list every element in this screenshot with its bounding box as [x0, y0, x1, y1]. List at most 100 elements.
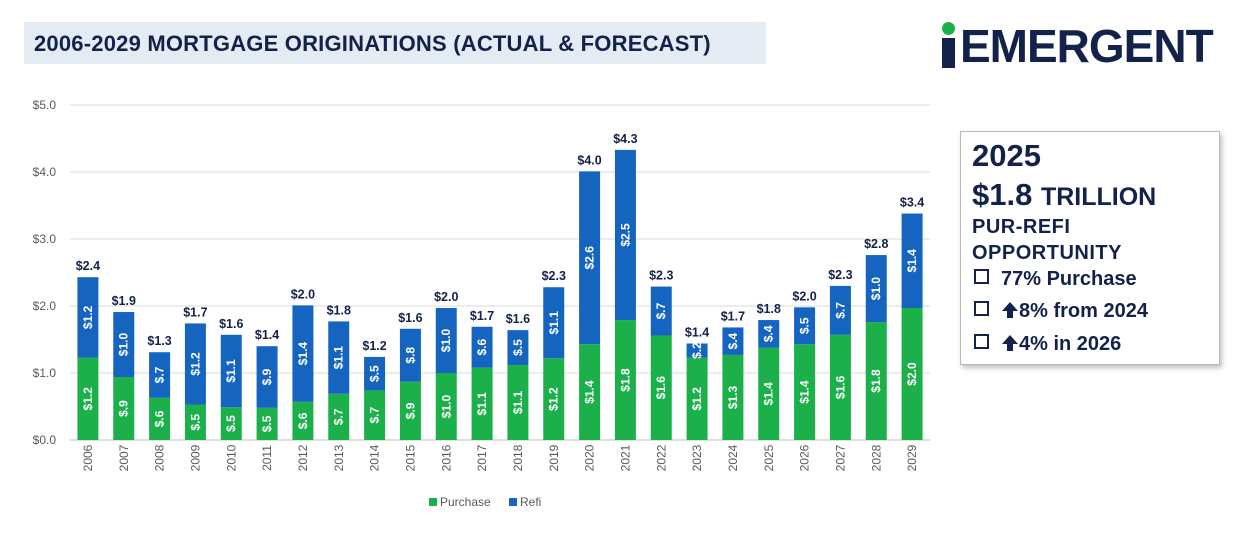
bar-refi [865, 255, 887, 323]
data-label-refi: $.4 [762, 325, 776, 342]
bar-refi [507, 330, 529, 365]
data-label-total: $2.3 [649, 269, 673, 283]
x-tick-label: 2016 [439, 444, 453, 471]
info-bullet-text: 4% in 2026 [1019, 333, 1122, 355]
bar-refi [794, 307, 816, 345]
x-tick-label: 2025 [762, 444, 776, 471]
data-label-purchase: $.9 [403, 402, 417, 419]
emergent-logo: EMERGENT [940, 20, 1230, 72]
bar-refi [471, 326, 493, 368]
data-label-purchase: $1.4 [583, 380, 597, 404]
bar-refi [722, 327, 744, 355]
data-label-purchase: $.5 [260, 415, 274, 432]
x-tick-label: 2010 [224, 444, 238, 471]
data-label-purchase: $1.0 [439, 394, 453, 418]
data-label-total: $1.4 [255, 328, 279, 342]
data-label-purchase: $.6 [296, 412, 310, 429]
bar-purchase [364, 390, 386, 440]
data-label-refi: $.7 [833, 302, 847, 319]
bar-purchase [507, 364, 529, 440]
bar-refi [829, 285, 851, 335]
info-amount: $1.8 TRILLION [972, 177, 1156, 213]
bar-purchase [113, 377, 135, 440]
data-label-total: $3.4 [900, 196, 924, 210]
data-label-purchase: $1.4 [762, 382, 776, 406]
bar-purchase [865, 322, 887, 440]
data-label-refi: $.5 [511, 339, 525, 356]
x-tick-label: 2013 [332, 444, 346, 471]
bar-refi [399, 328, 421, 382]
data-label-total: $2.0 [434, 290, 458, 304]
bar-purchase [543, 358, 565, 440]
info-year: 2025 [972, 138, 1041, 173]
data-label-refi: $.8 [403, 347, 417, 364]
info-bullet-purchase: 77% Purchase [974, 268, 1137, 291]
bar-purchase [220, 407, 242, 440]
data-label-refi: $1.0 [117, 333, 131, 357]
bar-refi [113, 312, 135, 378]
data-label-refi: $2.6 [583, 246, 597, 270]
x-tick-label: 2019 [547, 444, 561, 471]
y-tick-label: $2.0 [33, 299, 57, 313]
bar-refi [149, 352, 171, 398]
bar-refi [292, 305, 314, 402]
bar-refi [650, 286, 672, 336]
data-label-refi: $1.1 [224, 359, 238, 383]
data-label-total: $1.7 [470, 309, 494, 323]
bar-refi [184, 323, 206, 405]
bar-refi [77, 277, 99, 358]
info-bullet-text: 77% Purchase [1001, 268, 1137, 290]
info-amount-unit: TRILLION [1040, 183, 1157, 211]
bar-purchase [149, 397, 171, 440]
data-label-refi: $1.4 [296, 342, 310, 366]
data-label-refi: $.5 [368, 365, 382, 382]
data-label-total: $2.3 [542, 269, 566, 283]
data-label-total: $1.9 [112, 294, 136, 308]
bar-purchase [794, 344, 816, 440]
x-tick-label: 2015 [403, 444, 417, 471]
data-label-total: $2.0 [291, 287, 315, 301]
data-label-purchase: $.6 [153, 410, 167, 427]
info-line-2: OPPORTUNITY [972, 242, 1122, 264]
data-label-total: $1.3 [147, 334, 171, 348]
data-label-refi: $.6 [475, 339, 489, 356]
y-tick-label: $1.0 [33, 366, 57, 380]
data-label-purchase: $.5 [224, 415, 238, 432]
bar-purchase [614, 320, 636, 440]
bar-purchase [758, 347, 780, 440]
x-tick-label: 2022 [654, 444, 668, 471]
data-label-refi: $1.2 [81, 305, 95, 329]
data-label-purchase: $2.0 [905, 362, 919, 386]
bar-refi [758, 320, 780, 348]
x-tick-label: 2011 [260, 445, 274, 471]
bar-purchase [328, 393, 350, 440]
bar-refi [901, 213, 923, 309]
x-tick-label: 2026 [798, 444, 812, 471]
data-label-total: $2.0 [792, 289, 816, 303]
data-label-total: $1.6 [398, 311, 422, 325]
x-tick-label: 2024 [726, 444, 740, 471]
data-label-purchase: $1.8 [618, 368, 632, 392]
info-bullet-in-2026: 4% in 2026 [974, 333, 1121, 356]
logo-text: EMERGENT [960, 20, 1214, 72]
data-label-refi: $.7 [654, 302, 668, 319]
x-tick-label: 2017 [475, 444, 489, 471]
stacked-bar-chart: $0.0 $1.0 $2.0 $3.0 $4.0 $5.0 $1.2 $1.2 $2.4 2006… [33, 98, 930, 509]
data-label-purchase: $1.2 [81, 387, 95, 411]
data-label-total: $1.7 [183, 305, 207, 319]
x-tick-label: 2021 [618, 444, 632, 471]
y-tick-label: $0.0 [33, 433, 57, 447]
data-label-total: $1.8 [327, 303, 351, 317]
info-box: 2025 $1.8 TRILLION PUR-REFI OPPORTUNITY … [960, 131, 1220, 365]
bar-refi [364, 356, 386, 391]
x-tick-label: 2008 [153, 444, 167, 471]
bar-purchase [901, 308, 923, 440]
bar-refi [435, 308, 457, 373]
x-tick-label: 2012 [296, 444, 310, 471]
y-tick-label: $3.0 [33, 232, 57, 246]
x-tick-label: 2007 [117, 444, 131, 471]
y-tick-label: $4.0 [33, 165, 57, 179]
bar-purchase [435, 373, 457, 440]
legend-swatch-purchase [429, 498, 437, 506]
x-tick-label: 2014 [368, 444, 382, 471]
